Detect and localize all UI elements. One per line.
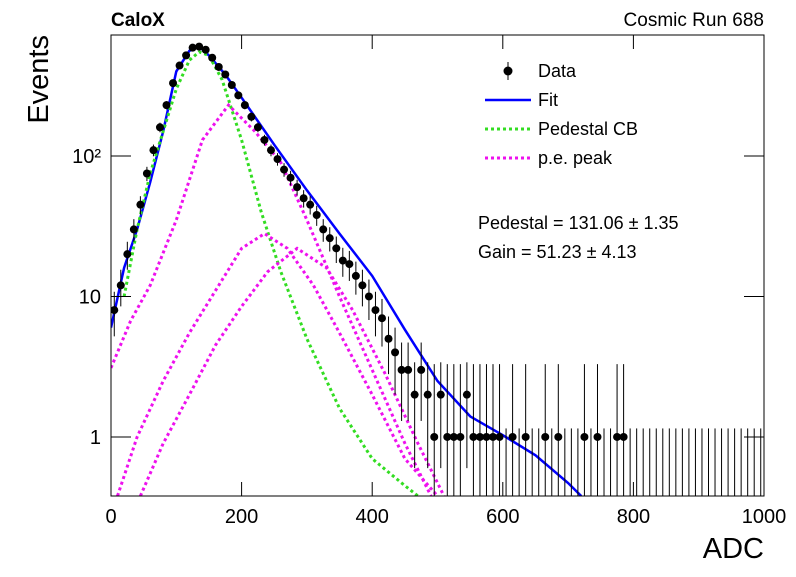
- data-point: [456, 432, 465, 441]
- y-axis-label: Events: [23, 35, 55, 124]
- data-point: [169, 79, 178, 88]
- data-point: [364, 292, 373, 301]
- data-point: [149, 146, 158, 155]
- data-point: [580, 432, 589, 441]
- data-point: [201, 45, 210, 54]
- chart-subtitle: Cosmic Run 688: [624, 10, 764, 31]
- x-tick-label: 800: [617, 506, 650, 528]
- data-point: [345, 260, 354, 269]
- curve: [122, 50, 419, 496]
- frame: [110, 34, 765, 497]
- data-point: [111, 306, 119, 315]
- data-point: [495, 432, 504, 441]
- chart-title: CaloX: [111, 10, 165, 31]
- data-point: [449, 432, 458, 441]
- data-point: [155, 123, 164, 132]
- annotation: Gain = 51.23 ± 4.13: [478, 242, 637, 262]
- data-point: [247, 112, 256, 121]
- annotation: Pedestal = 131.06 ± 1.35: [478, 213, 679, 233]
- data-point: [397, 365, 406, 374]
- data-point: [221, 70, 230, 79]
- data-point: [293, 183, 302, 192]
- data-point: [475, 432, 484, 441]
- x-tick-label: 200: [225, 506, 258, 528]
- data-point: [142, 169, 151, 178]
- data-point: [462, 390, 471, 399]
- x-tick-label: 0: [105, 506, 116, 528]
- data-point: [286, 173, 295, 182]
- data-point: [240, 101, 249, 110]
- x-tick-label: 600: [486, 506, 519, 528]
- data-point: [371, 306, 380, 315]
- legend-marker: [503, 66, 513, 76]
- overlay: 0 200 400 600 800 1000 1 10 10² Data Fit Pedestal C…: [72, 35, 786, 528]
- y-tick-label: 1: [90, 427, 101, 449]
- data-point: [182, 51, 191, 60]
- data-point: [162, 101, 171, 110]
- data-point: [436, 390, 445, 399]
- data-point: [260, 135, 269, 144]
- data-point: [351, 271, 360, 280]
- data-point: [325, 234, 334, 243]
- data-point: [443, 432, 452, 441]
- data-point: [306, 200, 315, 209]
- data-point: [410, 390, 419, 399]
- data-point: [234, 91, 243, 100]
- data-point: [521, 432, 530, 441]
- data-point: [619, 432, 628, 441]
- x-tick-label: 1000: [742, 506, 787, 528]
- legend-label: Fit: [538, 90, 558, 110]
- data-point: [208, 53, 217, 62]
- data-point: [338, 256, 347, 265]
- data-point: [593, 432, 602, 441]
- data-point: [312, 211, 321, 220]
- data-point: [404, 365, 413, 374]
- data-point: [332, 244, 341, 253]
- x-tick-label: 400: [356, 506, 389, 528]
- legend-label: Pedestal CB: [538, 119, 638, 139]
- plot-area: [111, 42, 762, 496]
- data-point: [123, 250, 132, 259]
- data-point: [423, 390, 432, 399]
- x-axis-label: ADC: [703, 533, 764, 565]
- y-tick-label: 10²: [72, 146, 101, 168]
- data-point: [482, 432, 491, 441]
- data-point: [195, 42, 204, 51]
- data-point: [417, 365, 426, 374]
- data-point: [273, 155, 282, 164]
- data-point: [358, 281, 367, 290]
- curve: [139, 246, 446, 496]
- data-point: [136, 200, 145, 209]
- data-point: [613, 432, 622, 441]
- data-point: [384, 334, 393, 343]
- data-point: [299, 194, 308, 203]
- data-point: [554, 432, 563, 441]
- legend-label: p.e. peak: [538, 148, 613, 168]
- y-tick-label: 10: [79, 286, 101, 308]
- data-point: [253, 123, 262, 132]
- data-point: [430, 432, 439, 441]
- data-point: [319, 225, 328, 234]
- data-point: [391, 348, 400, 357]
- data-point: [188, 43, 197, 52]
- data-point: [214, 62, 223, 71]
- data-point: [280, 165, 289, 174]
- data-point: [469, 432, 478, 441]
- data-point: [377, 314, 386, 323]
- data-point: [227, 80, 236, 89]
- legend-label: Data: [538, 61, 577, 81]
- data-point: [266, 146, 275, 155]
- data-point: [116, 281, 125, 290]
- data-point: [129, 225, 138, 234]
- data-point: [541, 432, 550, 441]
- data-point: [508, 432, 517, 441]
- curve: [111, 102, 433, 496]
- data-point: [489, 432, 498, 441]
- data-point: [175, 61, 184, 70]
